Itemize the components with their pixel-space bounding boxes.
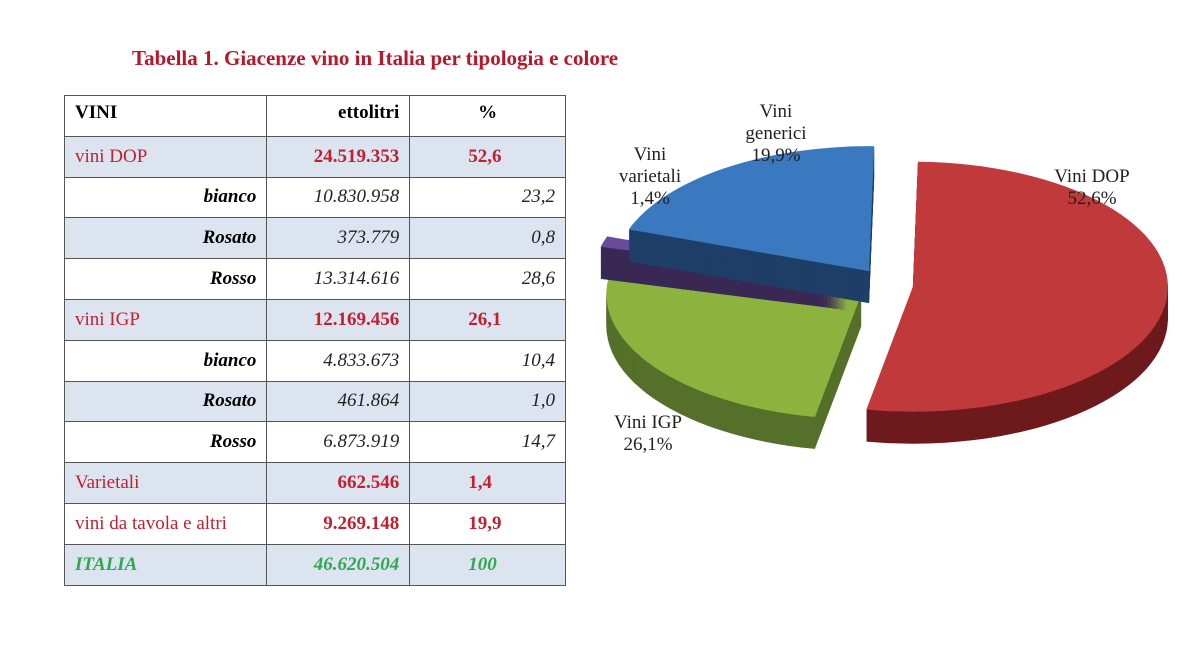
table-header-row: VINI ettolitri % xyxy=(63,95,566,137)
row-label: bianco xyxy=(63,176,268,219)
row-percent: 0,8 xyxy=(409,217,566,260)
pie-label: Vini varietali 1,4% xyxy=(619,144,681,209)
pie-label-line: Vini xyxy=(634,144,667,165)
row-ettolitri: 13.314.616 xyxy=(266,258,411,300)
row-percent: 23,2 xyxy=(409,176,566,219)
row-ettolitri: 4.833.673 xyxy=(266,339,411,382)
row-label: ITALIA xyxy=(63,543,268,586)
row-percent: 10,4 xyxy=(409,339,566,382)
table-row: Rosato 373.779 0,8 xyxy=(63,217,566,260)
row-percent: 28,6 xyxy=(409,258,566,300)
table-row: vini IGP 12.169.456 26,1 xyxy=(63,298,566,341)
pie-label-line: generici xyxy=(745,123,806,144)
pie-slice xyxy=(628,146,875,304)
row-label: bianco xyxy=(63,339,268,382)
wine-stock-table: VINI ettolitri % vini DOP 24.519.353 52,6 b… xyxy=(63,95,566,586)
header-ettolitri: ettolitri xyxy=(266,95,411,137)
table-title: Tabella 1. Giacenze vino in Italia per t… xyxy=(132,46,619,70)
row-label: vini da tavola e altri xyxy=(63,502,268,545)
pie-slice-top xyxy=(866,161,1168,412)
header-vini: VINI xyxy=(63,95,268,137)
table-row: ITALIA 46.620.504 100 xyxy=(63,543,566,586)
pie-label-line: Vini DOP xyxy=(1054,166,1129,187)
pie-label-line: Vini xyxy=(760,101,793,122)
table-row: vini da tavola e altri 9.269.148 19,9 xyxy=(63,502,566,545)
table-row: Rosso 13.314.616 28,6 xyxy=(63,258,566,300)
header-percent: % xyxy=(409,95,566,137)
row-ettolitri: 46.620.504 xyxy=(266,543,411,586)
pie-slice xyxy=(866,161,1168,444)
table-row: bianco 10.830.958 23,2 xyxy=(63,176,566,219)
pie-label-line: 26,1% xyxy=(623,434,672,455)
row-label: vini DOP xyxy=(63,135,268,178)
table-row: Rosso 6.873.919 14,7 xyxy=(63,421,566,464)
pie-label-line: 1,4% xyxy=(630,188,670,209)
row-percent: 1,4 xyxy=(409,462,566,504)
pie-slice-top xyxy=(628,146,875,272)
row-ettolitri: 24.519.353 xyxy=(266,135,411,178)
row-label: Rosso xyxy=(63,421,268,464)
pie-slice xyxy=(606,262,862,449)
row-ettolitri: 461.864 xyxy=(266,380,411,423)
pie-label-line: 19,9% xyxy=(751,145,800,166)
table-row: vini DOP 24.519.353 52,6 xyxy=(63,135,566,178)
pie-label-line: varietali xyxy=(619,166,681,187)
row-label: Rosato xyxy=(63,380,268,423)
pie-label: Vini DOP 52,6% xyxy=(1054,166,1129,209)
pie-label: Vini generici 19,9% xyxy=(745,101,806,166)
row-label: vini IGP xyxy=(63,298,268,341)
pie-label: Vini IGP 26,1% xyxy=(614,412,682,455)
row-ettolitri: 662.546 xyxy=(266,462,411,504)
table-row: bianco 4.833.673 10,4 xyxy=(63,339,566,382)
row-percent: 52,6 xyxy=(409,135,566,178)
row-ettolitri: 9.269.148 xyxy=(266,502,411,545)
row-ettolitri: 10.830.958 xyxy=(266,176,411,219)
row-percent: 26,1 xyxy=(409,298,566,341)
row-ettolitri: 373.779 xyxy=(266,217,411,260)
row-percent: 100 xyxy=(409,543,566,586)
row-label: Rosso xyxy=(63,258,268,300)
row-label: Rosato xyxy=(63,217,268,260)
pie-label-line: Vini IGP xyxy=(614,412,682,433)
pie-label-line: 52,6% xyxy=(1067,188,1116,209)
row-ettolitri: 12.169.456 xyxy=(266,298,411,341)
